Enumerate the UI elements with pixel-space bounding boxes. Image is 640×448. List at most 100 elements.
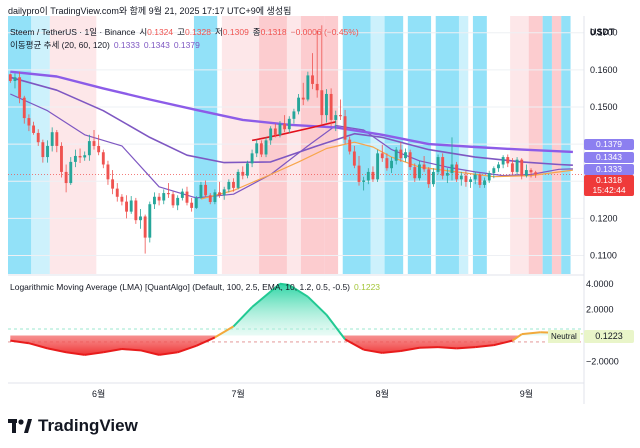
lma-line-segment (288, 284, 309, 298)
lma-line-segment (195, 336, 216, 347)
candle-body (180, 191, 184, 198)
candle-body (27, 118, 31, 126)
close-label: 종 (252, 27, 261, 37)
candle-body (441, 157, 445, 176)
candle-body (431, 171, 435, 185)
candle-body (380, 153, 384, 159)
trend-zone-bear_light (510, 16, 529, 274)
lma-line-segment (493, 339, 513, 347)
candle-body (153, 196, 156, 205)
open-label: 시 (139, 27, 148, 37)
candle-body (487, 173, 491, 181)
candle-body (157, 196, 161, 201)
lma-line-segment (103, 348, 123, 354)
candle-body (129, 200, 133, 212)
candle-body (32, 125, 36, 133)
candle-body (385, 158, 389, 169)
ma120-price-tag: 0.1379 (584, 139, 634, 150)
high-value: 0.1328 (184, 27, 211, 37)
candle-body (311, 75, 314, 84)
price-axis-tick: 0.1500 (590, 102, 618, 112)
candle-body (171, 194, 175, 206)
trend-zone-bull (472, 16, 487, 274)
lma-line-segment (251, 290, 272, 308)
candle-body (520, 159, 524, 176)
trend-zone-bull (8, 16, 32, 274)
candle-body (329, 93, 333, 120)
candle-body (534, 172, 538, 175)
candle-body (278, 123, 282, 135)
tradingview-logo[interactable]: TradingView (8, 414, 138, 438)
lma-line-segment (47, 347, 67, 354)
lma-line-segment (28, 342, 48, 350)
candle-body (83, 155, 87, 158)
lma-line-segment (456, 346, 476, 350)
candle-body (22, 97, 26, 119)
trend-zone-bull (193, 16, 218, 274)
candle-body (362, 180, 366, 182)
candle-body (250, 153, 254, 164)
candle-body (483, 180, 486, 185)
candle-body (315, 83, 319, 91)
change-value: −0.0006 (−0.45%) (290, 27, 359, 37)
candle-body (162, 193, 166, 201)
candle-body (455, 164, 459, 180)
candle-body (78, 155, 82, 158)
trend-zone-bull_light (370, 16, 385, 274)
lma-line-segment (307, 295, 328, 316)
candle-body (436, 157, 440, 172)
candle-body (194, 197, 198, 208)
price-axis-tick: 0.1700 (590, 28, 618, 38)
series-line-ma60 (10, 76, 573, 166)
candle-body (199, 184, 203, 198)
trend-zone-bull (542, 16, 552, 274)
candle-body (41, 142, 45, 158)
time-axis-tick: 8월 (376, 388, 389, 399)
lma-positive-area (10, 283, 573, 336)
candle-body (506, 157, 510, 164)
chart-caption: dailypro이 TradingView.com와 함께 9월 21, 202… (8, 6, 292, 16)
low-label: 저 (214, 27, 223, 37)
candle-body (125, 201, 128, 212)
candle-body (218, 192, 221, 196)
candle-body (236, 171, 240, 188)
trend-zone-bull (407, 16, 432, 274)
last-price-value: 0.1318 (596, 175, 622, 185)
candle-body (148, 204, 152, 238)
candle-body (190, 202, 194, 208)
candle-body (283, 123, 287, 130)
candle-body (222, 189, 226, 196)
candle-body (227, 181, 231, 190)
lma-line-segment (279, 282, 290, 287)
ma120-legend-value: 0.1379 (173, 40, 200, 50)
trend-zone-bear (528, 16, 543, 274)
high-label: 고 (177, 27, 185, 37)
candle-body (515, 159, 519, 172)
lma-line-segment (419, 346, 439, 349)
candle-body (204, 184, 208, 196)
lma-line-segment (270, 282, 281, 293)
lma-line-segment (521, 331, 541, 336)
lma-line-segment (65, 351, 85, 356)
lma-line-segment (325, 314, 346, 340)
lma-line-segment (344, 338, 365, 351)
candle-body (73, 155, 77, 162)
candle-body (115, 188, 119, 197)
ma20-legend-value: 0.1333 (113, 40, 140, 50)
candle-body (352, 151, 356, 166)
candle-body (413, 167, 417, 179)
candle-body (371, 171, 375, 180)
candle-body (492, 168, 496, 174)
candle-body (399, 149, 403, 159)
trend-zone-bear_light (221, 16, 260, 274)
trend-zone-bear_light (286, 16, 301, 274)
trend-zone-bear (324, 16, 339, 274)
candle-body (306, 75, 310, 100)
candle-body (120, 196, 124, 202)
ma-legend-name: 이동평균 추세 (20, 60, 120) (10, 40, 110, 50)
lma-legend-name: Logarithmic Moving Average (LMA) [QuantA… (10, 282, 351, 292)
lma-line-segment (382, 349, 401, 354)
lma-line-segment (437, 346, 457, 350)
candle-body (343, 116, 347, 140)
